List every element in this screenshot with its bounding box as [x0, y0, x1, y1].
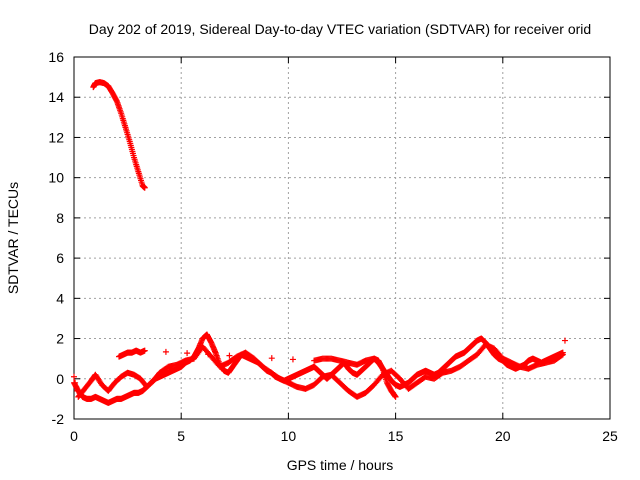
- series-outliers: [71, 337, 568, 394]
- data-point: [559, 351, 566, 358]
- plot-frame: [73, 56, 611, 420]
- y-tick-label: 8: [56, 210, 64, 226]
- x-axis-title: GPS time / hours: [287, 457, 394, 473]
- series-low-band-c: [116, 347, 399, 400]
- data-point: [141, 184, 148, 191]
- series-low-band-b: [75, 341, 566, 400]
- plot-border: [73, 56, 611, 420]
- data-point: [561, 337, 568, 344]
- data-point: [184, 350, 191, 357]
- y-tick-label: -2: [52, 411, 65, 427]
- x-tick-label: 25: [602, 428, 618, 444]
- data-point: [268, 355, 275, 362]
- y-tick-label: 10: [48, 170, 64, 186]
- x-tick-label: 0: [70, 428, 78, 444]
- y-tick-label: 0: [56, 371, 64, 387]
- data-point: [74, 387, 81, 394]
- y-tick-label: 4: [56, 290, 64, 306]
- data-series: [71, 79, 568, 406]
- y-tick-label: 12: [48, 129, 64, 145]
- y-tick-label: 6: [56, 250, 64, 266]
- y-tick-label: 14: [48, 89, 64, 105]
- data-point: [141, 347, 148, 354]
- data-point: [162, 348, 169, 355]
- data-point: [392, 393, 399, 400]
- x-tick-label: 15: [388, 428, 404, 444]
- x-tick-label: 10: [281, 428, 297, 444]
- data-point: [247, 353, 254, 360]
- y-axis-title: SDTVAR / TECUs: [5, 182, 21, 294]
- chart-title: Day 202 of 2019, Sidereal Day-to-day VTE…: [89, 21, 591, 37]
- axis-tick-labels: 0 5 10 15 20 25 -2 0 2 4 6 8 10 12 14 16: [48, 49, 618, 444]
- data-point: [289, 356, 296, 363]
- x-tick-label: 5: [177, 428, 185, 444]
- data-point: [73, 383, 80, 390]
- data-point: [558, 352, 565, 359]
- series-high-arc: [90, 79, 148, 191]
- data-point: [226, 352, 233, 359]
- data-point: [205, 351, 212, 358]
- axis-ticks: [73, 56, 611, 420]
- grid: [74, 57, 610, 419]
- x-tick-label: 20: [495, 428, 511, 444]
- y-tick-label: 2: [56, 331, 64, 347]
- y-tick-label: 16: [48, 49, 64, 65]
- data-point: [71, 373, 77, 380]
- data-point: [72, 379, 79, 386]
